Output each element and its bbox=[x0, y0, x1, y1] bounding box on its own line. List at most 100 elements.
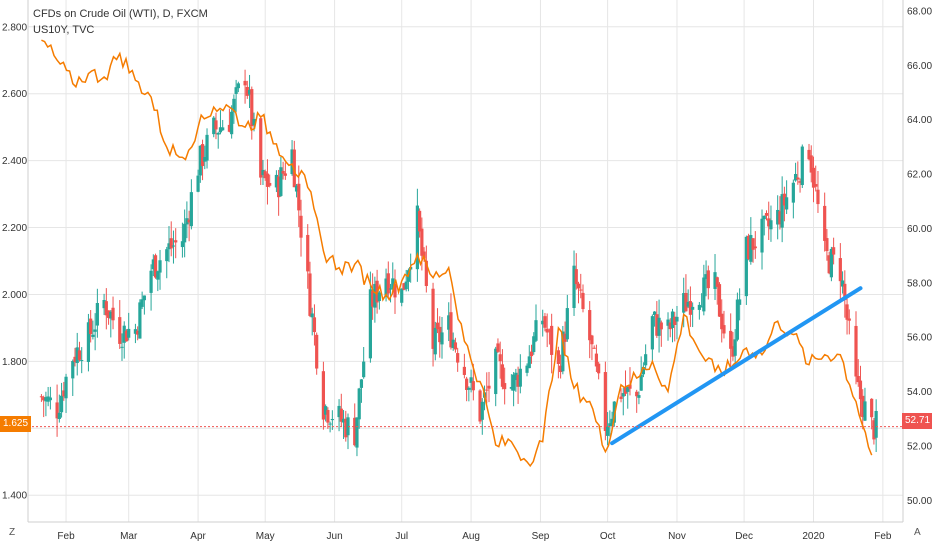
candle-body bbox=[48, 397, 52, 401]
candle-body bbox=[297, 183, 301, 211]
legend-series-us10y[interactable]: US10Y, TVC bbox=[33, 24, 95, 36]
zoom-button[interactable]: Z bbox=[9, 527, 16, 538]
candle-body bbox=[823, 205, 827, 241]
candle-body bbox=[328, 423, 332, 425]
candle-body bbox=[449, 312, 453, 348]
candle-body bbox=[46, 396, 50, 402]
candle-body bbox=[870, 398, 874, 418]
candle-body bbox=[809, 155, 813, 173]
candle-body bbox=[874, 411, 878, 438]
candle-body bbox=[713, 272, 717, 289]
candle-body bbox=[153, 255, 158, 278]
x-tick-label: Nov bbox=[668, 531, 686, 542]
candle-body bbox=[496, 343, 500, 352]
candle-body bbox=[424, 260, 428, 287]
right-price-tag: 52.71 bbox=[902, 413, 932, 429]
left-axis-tick: 2.000 bbox=[2, 290, 27, 301]
candle-body bbox=[856, 375, 860, 383]
candle-body bbox=[628, 384, 632, 389]
candle-body bbox=[136, 330, 140, 335]
candle-body bbox=[675, 316, 679, 322]
candle-body bbox=[353, 417, 357, 446]
candle-body bbox=[746, 235, 751, 260]
candle-body bbox=[156, 271, 160, 280]
candle-body bbox=[686, 301, 690, 307]
candle-body bbox=[230, 111, 234, 135]
candle-body bbox=[330, 418, 334, 421]
left-axis-tick: 1.800 bbox=[2, 357, 27, 368]
candle-body bbox=[623, 387, 628, 394]
candle-body bbox=[418, 210, 422, 232]
candle-body bbox=[543, 316, 547, 328]
candle-body bbox=[854, 325, 858, 377]
left-axis-tick: 2.400 bbox=[2, 156, 27, 167]
candle-body bbox=[259, 118, 263, 178]
candle-body bbox=[95, 303, 99, 326]
candle-body bbox=[71, 360, 75, 379]
left-price-tag: 1.625 bbox=[0, 416, 32, 432]
candle-body bbox=[590, 335, 594, 345]
candle-body bbox=[120, 346, 124, 348]
candle-body bbox=[359, 379, 364, 388]
candle-body bbox=[733, 339, 737, 356]
candle-body bbox=[670, 311, 675, 328]
candle-body bbox=[185, 218, 189, 225]
candle-body bbox=[227, 124, 232, 132]
candle-body bbox=[751, 238, 755, 250]
candle-body bbox=[106, 310, 111, 318]
candle-body bbox=[290, 149, 294, 175]
candle-body bbox=[324, 406, 328, 415]
x-tick-label: Feb bbox=[57, 531, 75, 542]
trendline[interactable] bbox=[610, 286, 863, 446]
auto-scale-button[interactable]: A bbox=[914, 527, 921, 538]
candle-body bbox=[639, 374, 643, 391]
x-tick-label: Jun bbox=[327, 531, 343, 542]
candle-body bbox=[487, 385, 491, 389]
x-tick-label: Jul bbox=[395, 531, 408, 542]
candle-body bbox=[782, 193, 786, 206]
candle-body bbox=[44, 397, 48, 402]
candle-body bbox=[793, 173, 798, 181]
candle-body bbox=[77, 350, 82, 360]
candle-body bbox=[221, 127, 225, 131]
candle-body bbox=[312, 317, 317, 333]
candle-body bbox=[668, 322, 672, 330]
candle-body bbox=[265, 173, 270, 187]
candle-body bbox=[102, 300, 106, 309]
candle-body bbox=[780, 194, 784, 228]
x-tick-label: Apr bbox=[190, 531, 206, 542]
right-axis-tick: 66.00 bbox=[907, 61, 932, 72]
candle-body bbox=[140, 299, 144, 307]
x-tick-label: Dec bbox=[735, 531, 753, 542]
candle-body bbox=[39, 396, 44, 398]
right-axis-tick: 50.00 bbox=[907, 496, 932, 507]
candle-body bbox=[811, 167, 816, 188]
candle-body bbox=[165, 249, 169, 262]
candle-body bbox=[388, 288, 393, 290]
candle-body bbox=[785, 197, 789, 210]
candle-body bbox=[111, 307, 115, 321]
candle-body bbox=[652, 311, 657, 316]
candle-body bbox=[673, 316, 677, 325]
candle-body bbox=[341, 418, 346, 423]
candle-body bbox=[838, 258, 842, 282]
candle-body bbox=[545, 328, 549, 333]
legend-series-wti[interactable]: CFDs on Crude Oil (WTI), D, FXCM bbox=[33, 8, 208, 20]
right-axis-tick: 54.00 bbox=[907, 387, 932, 398]
candle-body bbox=[722, 325, 726, 334]
candle-body bbox=[216, 132, 220, 135]
candle-body bbox=[621, 393, 625, 397]
x-tick-label: Feb bbox=[874, 531, 892, 542]
candle-body bbox=[559, 365, 563, 373]
candle-body bbox=[245, 86, 249, 96]
candle-body bbox=[373, 283, 377, 308]
candle-body bbox=[832, 247, 836, 255]
candle-body bbox=[167, 243, 171, 250]
candle-body bbox=[509, 386, 513, 389]
candle-body bbox=[500, 364, 505, 387]
candle-body bbox=[847, 318, 851, 321]
candle-body bbox=[796, 177, 800, 180]
candle-body bbox=[402, 283, 406, 290]
candle-body bbox=[243, 80, 247, 86]
